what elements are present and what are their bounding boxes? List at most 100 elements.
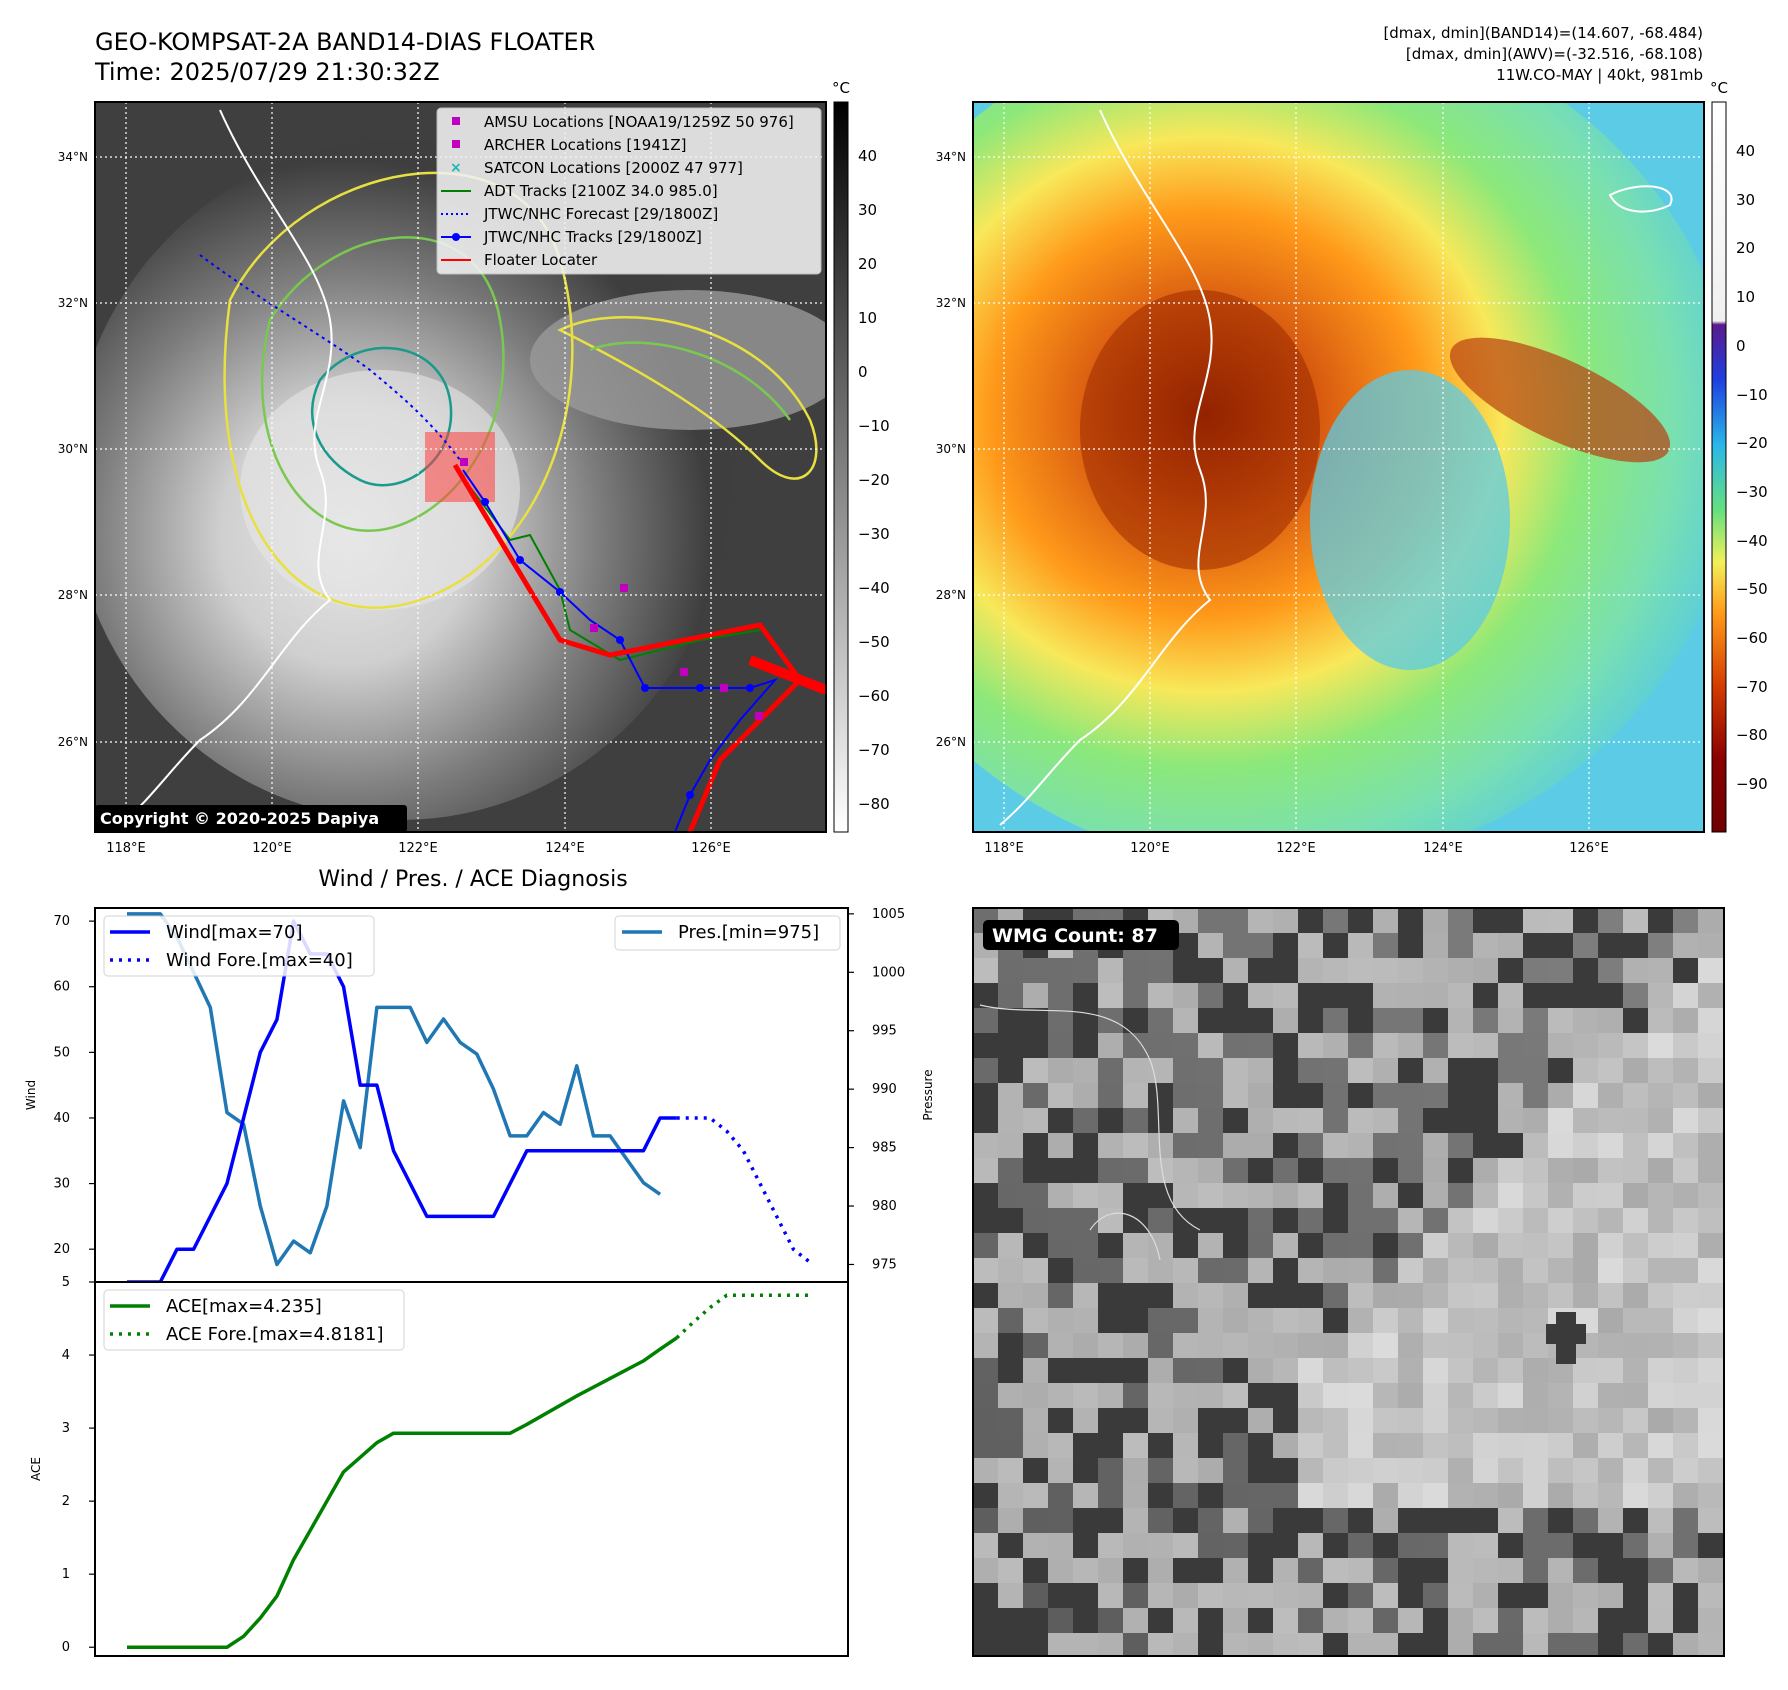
wmg-pixel: [1348, 1608, 1373, 1633]
wmg-pixel: [1023, 983, 1048, 1008]
wmg-pixel: [1398, 1108, 1423, 1133]
wmg-pixel: [1323, 1558, 1348, 1583]
wmg-pixel: [1423, 1208, 1448, 1233]
ir-cb-m40: −40: [858, 579, 890, 597]
wmg-pixel: [1323, 1333, 1348, 1358]
wmg-pixel: [1698, 1133, 1723, 1158]
wmg-pixel: [1223, 908, 1248, 933]
wmg-pixel: [1273, 1533, 1298, 1558]
wmg-pixel: [1573, 983, 1598, 1008]
wmg-pixel: [1298, 1283, 1323, 1308]
wmg-pixel: [1623, 1408, 1648, 1433]
wmg-pixel: [1148, 1458, 1173, 1483]
wmg-pixel: [1173, 1058, 1198, 1083]
wmg-pixel: [1548, 933, 1573, 958]
wmg-pixel: [1523, 1183, 1548, 1208]
wmg-pixel: [1148, 1308, 1173, 1333]
wmg-pixel: [1698, 1183, 1723, 1208]
wmg-pixel: [1273, 1283, 1298, 1308]
wmg-pixel: [1423, 958, 1448, 983]
wmg-pixel: [1148, 1108, 1173, 1133]
wmg-pixel: [1123, 1458, 1148, 1483]
wmg-pixel: [1148, 1508, 1173, 1533]
wmg-pixel: [1048, 1008, 1073, 1033]
wmg-pixel: [1473, 1083, 1498, 1108]
awv-lon-126: 126°E: [1569, 841, 1609, 856]
wmg-pixel: [1398, 908, 1423, 933]
wmg-pixel: [1373, 1083, 1398, 1108]
wmg-pixel: [1123, 1508, 1148, 1533]
wmg-pixel: [1098, 1258, 1123, 1283]
wmg-pixel: [1023, 1133, 1048, 1158]
wmg-pixel: [1023, 1008, 1048, 1033]
copyright-badge: Copyright © 2020-2025 Dapiya: [95, 805, 407, 832]
wmg-pixel: [1673, 908, 1698, 933]
wmg-pixel: [1373, 1533, 1398, 1558]
wmg-pixel: [1673, 1433, 1698, 1458]
wmg-pixel: [1423, 1408, 1448, 1433]
wmg-pixel: [1323, 1233, 1348, 1258]
awv-lat-26: 26°N: [936, 735, 966, 749]
wmg-pixel: [1273, 1233, 1298, 1258]
wmg-pixel: [1023, 1033, 1048, 1058]
wmg-pixel: [1523, 1608, 1548, 1633]
wmg-pixel: [1473, 1408, 1498, 1433]
wmg-pixel: [1248, 1133, 1273, 1158]
wmg-pixel: [973, 1133, 998, 1158]
wmg-pixel: [1398, 1633, 1423, 1656]
wmg-pixel: [1498, 1108, 1523, 1133]
wmg-pixel: [1373, 908, 1398, 933]
wmg-pixel: [1373, 933, 1398, 958]
wmg-pixel: [1048, 1558, 1073, 1583]
wmg-pixel: [1498, 1008, 1523, 1033]
awv-cb-20: 20: [1736, 239, 1755, 257]
wmg-pixel: [1373, 1383, 1398, 1408]
wmg-pixel: [1073, 1433, 1098, 1458]
wmg-pixel: [1573, 1233, 1598, 1258]
wind-line: [127, 919, 677, 1284]
wmg-pixel: [1048, 1608, 1073, 1633]
wmg-pixel: [1398, 1033, 1423, 1058]
wmg-pixel: [1623, 1158, 1648, 1183]
wmg-pixel: [1648, 1133, 1673, 1158]
wmg-pixel: [1573, 1608, 1598, 1633]
wmg-pixel: [1398, 1383, 1423, 1408]
wmg-pixel: [998, 1133, 1023, 1158]
wmg-pixel: [1098, 1083, 1123, 1108]
wmg-pixel: [1623, 1108, 1648, 1133]
wmg-pixel: [1048, 1083, 1073, 1108]
wmg-panel: WMG Count: 87: [972, 907, 1725, 1657]
wmg-pixel: [1223, 1558, 1248, 1583]
wmg-pixel: [1623, 1008, 1648, 1033]
wmg-pixel: [1573, 1208, 1598, 1233]
wmg-pixel: [1248, 1333, 1273, 1358]
wmg-pixel: [1023, 1258, 1048, 1283]
wmg-pixel: [1648, 1583, 1673, 1608]
wmg-pixel: [1073, 1358, 1098, 1383]
pressure-tick-label: 1000: [872, 965, 905, 980]
wmg-pixel: [1298, 1458, 1323, 1483]
wmg-pixel: [1173, 958, 1198, 983]
wmg-pixel: [1398, 1308, 1423, 1333]
wmg-pixel: [1323, 1608, 1348, 1633]
wind-legend: Wind[max=70] Wind Fore.[max=40]: [103, 915, 375, 977]
wmg-pixel: [1623, 1633, 1648, 1656]
wmg-pixel: [1023, 1508, 1048, 1533]
wmg-pixel: [1673, 1608, 1698, 1633]
wmg-pixel: [1423, 1108, 1448, 1133]
wmg-pixel: [1373, 1358, 1398, 1383]
wmg-pixel: [1048, 1633, 1073, 1656]
wmg-pixel: [1398, 1233, 1423, 1258]
awv-cb-m90: −90: [1736, 775, 1768, 793]
wmg-pixel: [1148, 1408, 1173, 1433]
wmg-pixel: [1123, 1283, 1148, 1308]
wmg-pixel: [1648, 1208, 1673, 1233]
wmg-pixel: [1648, 1458, 1673, 1483]
wmg-pixel: [998, 1608, 1023, 1633]
wmg-pixel: [1573, 1458, 1598, 1483]
wmg-pixel: [1698, 1433, 1723, 1458]
legend-amsu: AMSU Locations [NOAA19/1259Z 50 976]: [484, 113, 794, 131]
wmg-pixel: [1473, 1108, 1498, 1133]
wmg-pixel: [1673, 1183, 1698, 1208]
ace-axis-ticks: 0 1 2 3 4 5: [62, 1275, 95, 1655]
